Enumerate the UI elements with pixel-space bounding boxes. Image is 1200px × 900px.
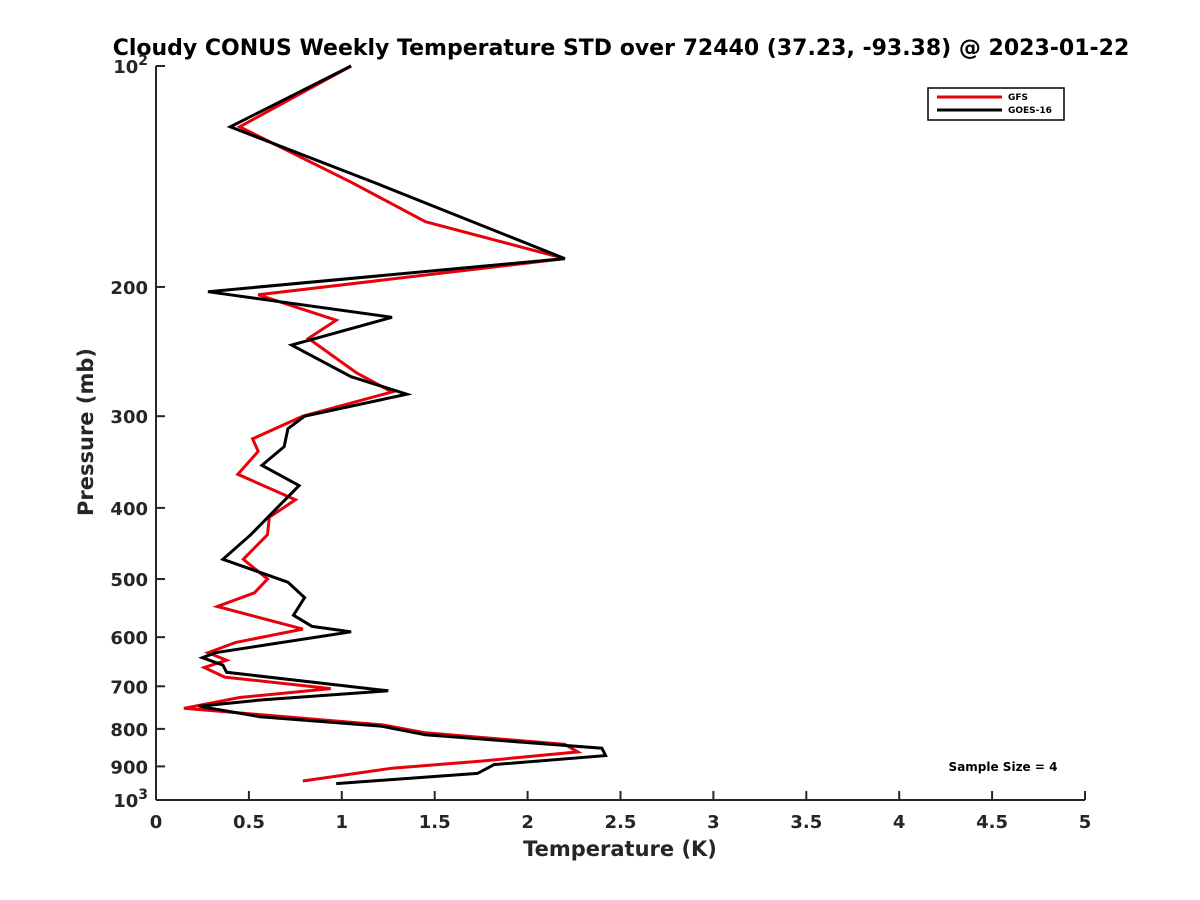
x-tick-label: 1.5 [419, 812, 451, 833]
chart-title: Cloudy CONUS Weekly Temperature STD over… [113, 36, 1130, 61]
y-tick-label: 500 [110, 570, 148, 591]
series-line-gfs [183, 64, 583, 783]
x-tick-label: 2.5 [605, 812, 637, 833]
plot-area [183, 64, 608, 786]
y-tick-label: 600 [110, 628, 148, 649]
y-axis-label: Pressure (mb) [74, 348, 98, 516]
x-tick-label: 2 [521, 812, 534, 833]
y-tick-label: 300 [110, 407, 148, 428]
legend-box [927, 87, 1065, 121]
x-tick-label: 3 [707, 812, 720, 833]
x-tick-label: 5 [1079, 812, 1092, 833]
legend: GFS GOES-16 [927, 87, 1065, 121]
x-tick-label: 4 [893, 812, 906, 833]
sample-size-annotation: Sample Size = 4 [949, 760, 1058, 774]
y-tick-label: 900 [110, 757, 148, 778]
x-tick-label: 4.5 [976, 812, 1008, 833]
axes [155, 66, 1085, 801]
x-tick-label: 3.5 [790, 812, 822, 833]
ticks: 0 0.5 1 1.5 2 2.5 3 3.5 4 4.5 5 102 200 300 400 500 600 7… [110, 53, 1091, 833]
y-tick-label: 102 [113, 53, 148, 78]
y-tick-label: 200 [110, 278, 148, 299]
legend-label: GOES-16 [1008, 106, 1052, 116]
y-tick-label: 800 [110, 720, 148, 741]
y-tick-label: 700 [110, 677, 148, 698]
y-tick-label: 400 [110, 499, 148, 520]
series-line-goes-16 [198, 64, 608, 786]
y-tick-label: 103 [113, 787, 148, 812]
legend-label: GFS [1008, 93, 1028, 103]
x-tick-label: 1 [336, 812, 349, 833]
x-tick-label: 0 [150, 812, 163, 833]
x-tick-label: 0.5 [233, 812, 265, 833]
x-axis-label: Temperature (K) [523, 837, 717, 861]
